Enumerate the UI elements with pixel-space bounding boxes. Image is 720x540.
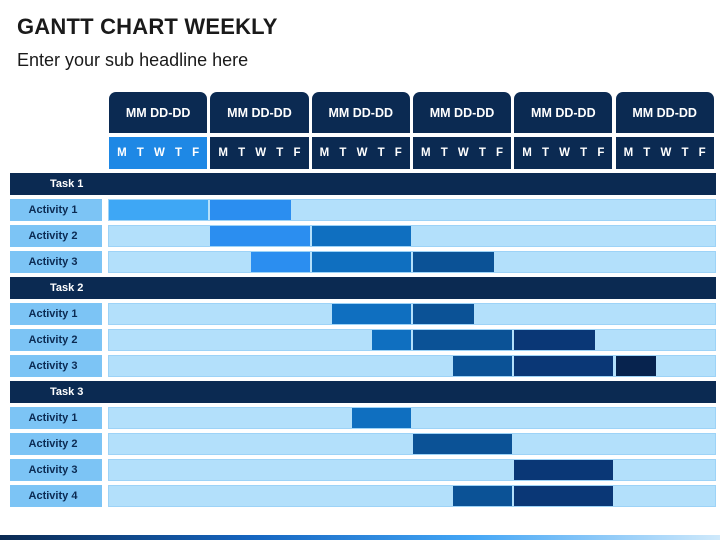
day-label: M <box>623 147 634 159</box>
day-label: T <box>136 147 144 159</box>
day-label: T <box>440 147 448 159</box>
activity-bar-segment <box>412 434 513 454</box>
day-label: F <box>394 147 402 159</box>
page-subtitle: Enter your sub headline here <box>17 50 249 70</box>
week-header: MM DD-DD <box>412 92 512 133</box>
activity-bar-segment <box>453 356 513 376</box>
week-header: MM DD-DD <box>109 92 208 133</box>
day-label: M <box>117 147 127 159</box>
activity-label: Activity 3 <box>10 459 102 481</box>
activity-track <box>108 355 716 377</box>
task-header-row: Task 2 <box>10 277 716 299</box>
activity-bar-segment <box>352 408 411 428</box>
day-label: F <box>496 147 504 159</box>
activity-label: Activity 2 <box>10 225 102 247</box>
activity-bar-segment <box>210 226 310 246</box>
day-label: F <box>293 147 301 159</box>
task-label: Task 2 <box>50 282 84 294</box>
task-header-row: Task 3 <box>10 381 716 403</box>
task-label: Task 1 <box>50 178 84 190</box>
day-label: F <box>597 147 605 159</box>
day-label: W <box>153 147 165 159</box>
activity-bar-segment <box>372 330 411 350</box>
activity-label: Activity 1 <box>10 303 102 325</box>
day-label: T <box>580 147 588 159</box>
activity-track <box>108 251 716 273</box>
day-label: T <box>174 147 182 159</box>
day-label: W <box>660 147 672 159</box>
day-label: M <box>319 147 330 159</box>
activity-bar-segment <box>250 252 310 272</box>
day-label: T <box>339 147 347 159</box>
day-label: T <box>478 147 486 159</box>
activity-bar-segment <box>412 304 474 324</box>
day-label: T <box>541 147 550 159</box>
activity-bar-segment <box>311 226 411 246</box>
day-label: W <box>255 147 267 159</box>
week-header: MM DD-DD <box>514 92 613 133</box>
activity-bar-segment <box>514 330 596 350</box>
activity-track <box>108 225 716 247</box>
activity-label: Activity 1 <box>10 407 102 429</box>
task-label: Task 3 <box>50 386 84 398</box>
activity-track <box>108 329 716 351</box>
activity-track <box>108 485 716 507</box>
activity-bar-segment <box>453 486 513 506</box>
activity-bar-segment <box>412 330 513 350</box>
day-label: F <box>192 147 200 159</box>
day-label: W <box>559 147 571 159</box>
activity-bar-segment <box>514 486 614 506</box>
activity-label: Activity 3 <box>10 251 102 273</box>
day-label: T <box>377 147 385 159</box>
activity-label: Activity 3 <box>10 355 102 377</box>
page-title: GANTT CHART WEEKLY <box>17 14 278 39</box>
week-header: MM DD-DD <box>615 92 714 133</box>
activity-label: Activity 1 <box>10 199 102 221</box>
day-label: W <box>457 147 469 159</box>
week-header: MM DD-DD <box>311 92 410 133</box>
week-header: MM DD-DD <box>210 92 309 133</box>
day-label: T <box>238 147 246 159</box>
day-label: W <box>356 147 368 159</box>
activity-track <box>108 459 716 481</box>
activity-bar-segment <box>514 356 614 376</box>
day-label: M <box>420 147 431 159</box>
activity-track <box>108 433 716 455</box>
activity-track <box>108 407 716 429</box>
activity-track <box>108 199 716 221</box>
activity-bar-segment <box>412 252 494 272</box>
day-label: F <box>698 147 706 159</box>
activity-label: Activity 4 <box>10 485 102 507</box>
footer-gradient-bar <box>0 535 720 540</box>
activity-bar-segment <box>514 460 614 480</box>
activity-label: Activity 2 <box>10 329 102 351</box>
activity-bar-segment <box>210 200 292 220</box>
day-label: T <box>276 147 284 159</box>
task-header-row: Task 1 <box>10 173 716 195</box>
day-label: T <box>643 147 651 159</box>
activity-bar-segment <box>331 304 411 324</box>
activity-bar-segment <box>109 200 209 220</box>
activity-bar-segment <box>311 252 411 272</box>
day-label: M <box>218 147 228 159</box>
activity-label: Activity 2 <box>10 433 102 455</box>
day-label: M <box>522 147 532 159</box>
activity-bar-segment <box>615 356 657 376</box>
day-label: T <box>681 147 689 159</box>
activity-track <box>108 303 716 325</box>
